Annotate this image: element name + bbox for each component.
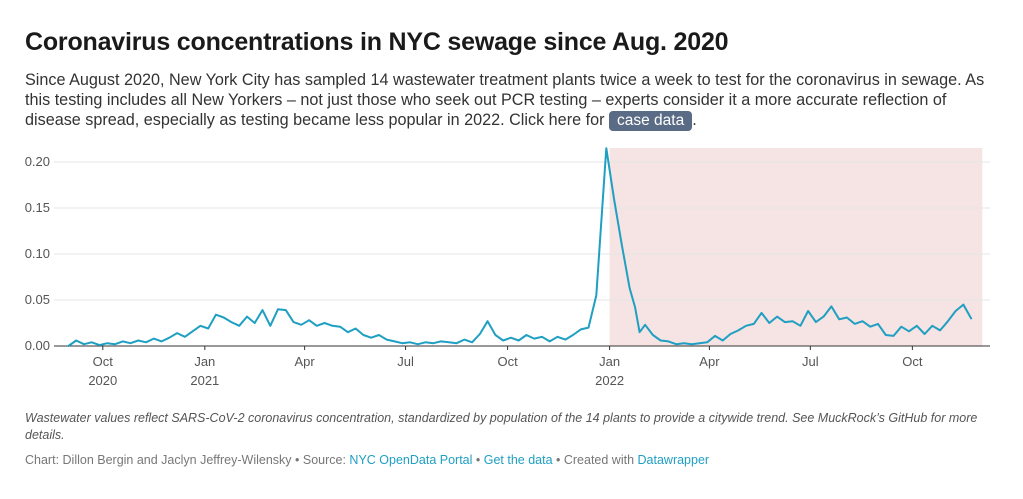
y-tick-label: 0.05: [25, 292, 50, 307]
series-line: [67, 147, 973, 347]
y-tick-label: 0.10: [25, 246, 50, 261]
x-tick-year-label: 2021: [190, 373, 219, 388]
x-tick-label: Jul: [397, 354, 414, 369]
y-tick-label: 0.15: [25, 200, 50, 215]
x-tick-label: Oct: [902, 354, 923, 369]
series-layer: [67, 147, 973, 347]
chart-footer: Chart: Dillon Bergin and Jaclyn Jeffrey-…: [25, 453, 709, 467]
datawrapper-link[interactable]: Datawrapper: [637, 453, 710, 467]
get-data-link[interactable]: Get the data: [483, 453, 553, 467]
x-tick-year-label: 2022: [595, 373, 624, 388]
y-axis: 0.00 0.05 0.10 0.15 0.20: [25, 154, 50, 353]
chart-description: Since August 2020, New York City has sam…: [25, 70, 1005, 131]
source-link[interactable]: NYC OpenData Portal: [349, 453, 473, 467]
highlight-region: [609, 148, 983, 346]
chart-title: Coronavirus concentrations in NYC sewage…: [25, 28, 729, 56]
credit-text: Chart: Dillon Bergin and Jaclyn Jeffrey-…: [25, 453, 292, 467]
x-tick-label: Jan: [194, 354, 215, 369]
x-tick-label: Jan: [599, 354, 620, 369]
y-tick-label: 0.20: [25, 154, 50, 169]
x-tick-year-label: 2020: [88, 373, 117, 388]
description-end: .: [692, 111, 697, 129]
y-tick-label: 0.00: [25, 338, 50, 353]
line-chart: 0.00 0.05 0.10 0.15 0.20 Oct 2020 Jan 2021 Apr Ju…: [25, 147, 990, 388]
x-axis: Oct 2020 Jan 2021 Apr Jul Oct Jan 2022 Apr Jul Oct: [88, 346, 923, 388]
grid-layer: [54, 161, 990, 347]
footer-separator: • Source:: [291, 453, 350, 467]
case-data-button[interactable]: case data: [608, 111, 693, 131]
x-tick-label: Apr: [699, 354, 720, 369]
footer-separator: •: [472, 453, 484, 467]
x-tick-label: Apr: [295, 354, 316, 369]
x-tick-label: Jul: [802, 354, 819, 369]
description-text: Since August 2020, New York City has sam…: [25, 71, 985, 129]
footer-separator: • Created with: [552, 453, 638, 467]
x-tick-label: Oct: [93, 354, 114, 369]
chart-notes: Wastewater values reflect SARS-CoV-2 cor…: [25, 411, 978, 442]
x-tick-label: Oct: [497, 354, 518, 369]
highlight-layer: [609, 148, 983, 346]
